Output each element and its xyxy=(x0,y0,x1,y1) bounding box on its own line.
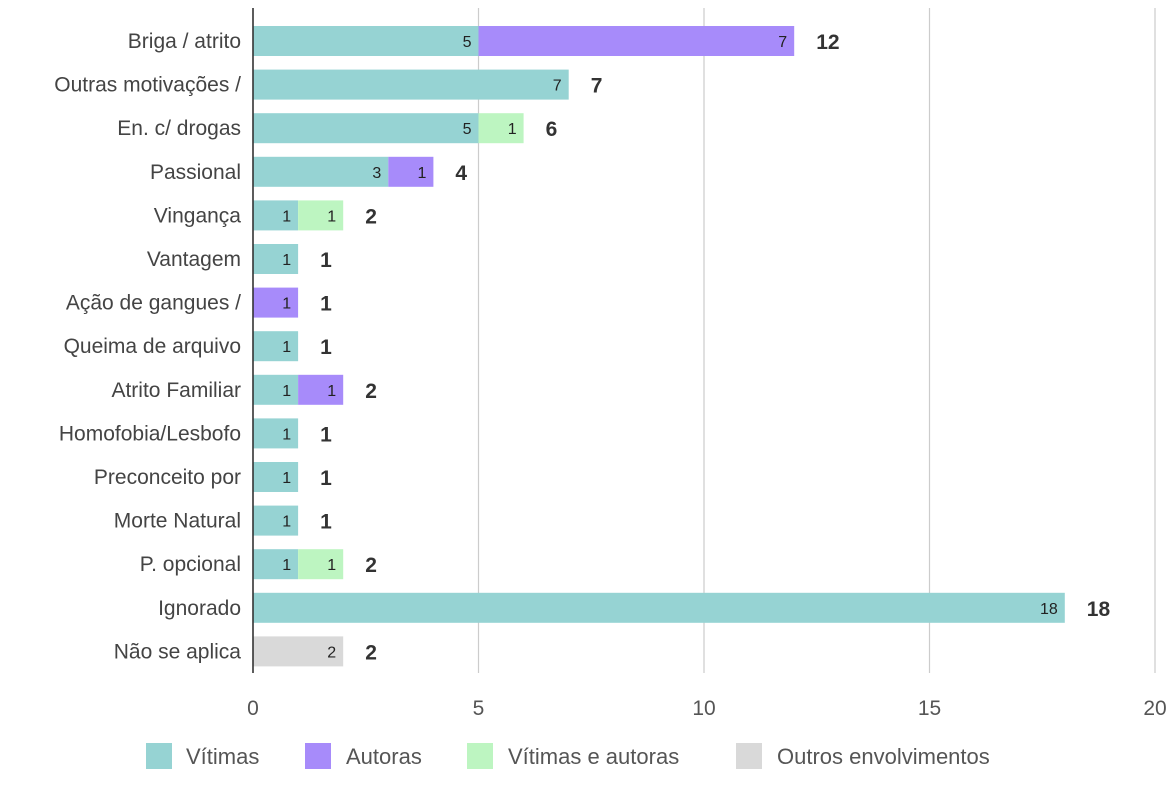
category-label: Ação de gangues / xyxy=(66,292,241,315)
bar-segment xyxy=(478,26,795,56)
x-tick-label: 15 xyxy=(918,697,941,720)
legend-label: Outros envolvimentos xyxy=(777,744,990,769)
category-label: Vingança xyxy=(154,204,242,227)
category-label: P. opcional xyxy=(140,553,241,576)
segment-value-label: 1 xyxy=(282,514,291,531)
bar-segment xyxy=(253,505,299,536)
segment-value-label: 1 xyxy=(327,557,336,574)
total-label: 1 xyxy=(320,249,332,272)
bar-segment xyxy=(253,113,479,144)
bar-segment xyxy=(253,331,299,362)
legend-label: Vítimas e autoras xyxy=(508,744,679,769)
x-tick-label: 5 xyxy=(473,697,485,720)
segment-value-label: 1 xyxy=(282,426,291,443)
segment-value-label: 1 xyxy=(282,557,291,574)
total-label: 1 xyxy=(320,467,332,490)
total-label: 7 xyxy=(591,75,603,98)
legend-label: Vítimas xyxy=(186,744,259,769)
category-label: Outras motivações / xyxy=(54,74,241,97)
category-label: Homofobia/Lesbofo xyxy=(59,422,241,445)
legend-label: Autoras xyxy=(346,744,422,769)
total-label: 2 xyxy=(365,641,377,664)
bar-segment xyxy=(253,549,299,580)
category-label: Queima de arquivo xyxy=(64,335,241,358)
bar-segment xyxy=(298,200,344,231)
total-label: 12 xyxy=(816,31,839,54)
bar-segment xyxy=(253,156,389,187)
bar-segment xyxy=(253,418,299,449)
segment-value-label: 5 xyxy=(463,121,472,138)
total-label: 1 xyxy=(320,511,332,534)
segment-value-label: 1 xyxy=(282,208,291,225)
legend-swatch xyxy=(736,743,762,769)
segment-value-label: 2 xyxy=(327,644,336,661)
category-label: Vantagem xyxy=(147,248,241,271)
bar-segment xyxy=(253,592,1065,623)
segment-value-label: 3 xyxy=(372,165,381,182)
x-tick-label: 20 xyxy=(1143,697,1166,720)
legend-swatch xyxy=(467,743,493,769)
total-label: 1 xyxy=(320,423,332,446)
category-label: Preconceito por xyxy=(94,466,241,489)
bar-segment xyxy=(253,69,569,100)
bar-segment xyxy=(253,636,344,667)
bar-segment xyxy=(253,200,299,231)
segment-value-label: 1 xyxy=(508,121,517,138)
bar-segment xyxy=(253,244,299,274)
axes: 0 5 10 15 20 xyxy=(247,8,1167,720)
segment-value-label: 1 xyxy=(282,470,291,487)
bar-segment xyxy=(253,462,299,492)
bar-segment xyxy=(478,113,524,144)
segment-value-label: 1 xyxy=(417,165,426,182)
segment-value-label: 7 xyxy=(553,78,562,95)
category-label: Não se aplica xyxy=(114,640,242,663)
total-label: 1 xyxy=(320,293,332,316)
total-label: 1 xyxy=(320,336,332,359)
total-label: 6 xyxy=(546,118,558,141)
bar-segment xyxy=(253,26,479,56)
legend-swatch xyxy=(305,743,331,769)
segment-value-label: 1 xyxy=(327,208,336,225)
bar-segment xyxy=(253,287,299,318)
total-label: 18 xyxy=(1087,598,1111,621)
segment-value-label: 1 xyxy=(282,296,291,313)
bars xyxy=(253,26,1065,667)
x-tick-label: 10 xyxy=(692,697,715,720)
category-label: En. c/ drogas xyxy=(117,117,241,140)
segment-value-label: 1 xyxy=(282,339,291,356)
segment-value-label: 1 xyxy=(282,252,291,269)
category-label: Passional xyxy=(150,161,241,184)
total-label: 2 xyxy=(365,554,377,577)
total-label: 4 xyxy=(455,162,467,185)
category-label: Atrito Familiar xyxy=(111,379,241,402)
legend: Vítimas Autoras Vítimas e autoras Outros en… xyxy=(146,743,990,769)
segment-value-label: 1 xyxy=(327,383,336,400)
total-label: 2 xyxy=(365,380,377,403)
legend-swatch xyxy=(146,743,172,769)
segment-value-label: 7 xyxy=(778,34,787,51)
x-tick-label: 0 xyxy=(247,697,259,720)
total-label: 2 xyxy=(365,205,377,228)
segment-value-label: 5 xyxy=(463,34,472,51)
bar-segment xyxy=(388,156,434,187)
gridlines xyxy=(477,8,1156,673)
bar-segment xyxy=(298,374,344,405)
segment-value-label: 1 xyxy=(282,383,291,400)
bar-segment xyxy=(298,549,344,580)
category-label: Briga / atrito xyxy=(128,30,241,53)
bar-segment xyxy=(253,374,299,405)
category-label: Ignorado xyxy=(158,597,241,620)
segment-value-label: 18 xyxy=(1040,601,1058,618)
category-label: Morte Natural xyxy=(114,510,241,533)
